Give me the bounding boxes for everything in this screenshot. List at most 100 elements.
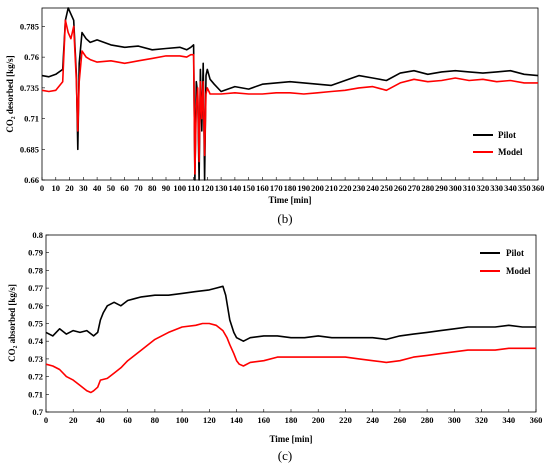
x-tick-label: 30	[79, 183, 88, 193]
x-tick-label: 210	[325, 183, 338, 193]
x-tick-label: 170	[270, 183, 283, 193]
x-tick-label: 200	[311, 183, 324, 193]
x-tick-label: 220	[339, 183, 352, 193]
x-tick-label: 80	[151, 415, 160, 425]
y-tick-label: 0.72	[28, 372, 43, 382]
x-tick-label: 100	[176, 415, 189, 425]
x-tick-label: 90	[162, 183, 171, 193]
x-tick-label: 340	[502, 415, 515, 425]
y-tick-label: 0.8	[32, 230, 43, 240]
legend-label-pilot: Pilot	[506, 248, 524, 258]
y-tick-label: 0.75	[28, 319, 43, 329]
legend-label-model: Model	[498, 147, 523, 157]
x-tick-label: 100	[173, 183, 186, 193]
x-tick-label: 70	[134, 183, 143, 193]
chart-absorbed: 0 20 40 60 80 100 120 140 160 180 200 220 240 260 280 3…	[7, 230, 542, 463]
x-tick-label: 240	[366, 415, 379, 425]
y-tick-label: 0.785	[20, 21, 39, 31]
x-tick-label: 50	[107, 183, 116, 193]
x-ticks: 0 10 20 30 40 50 60 70 80 90 100 110 120 130 140 150 160…	[40, 177, 545, 193]
plot-area-frame	[41, 7, 539, 181]
series-line-pilot	[45, 285, 536, 343]
x-tick-label: 20	[69, 415, 78, 425]
y-tick-label: 0.7	[32, 407, 43, 417]
x-tick-label: 300	[449, 183, 462, 193]
y-tick-label: 0.685	[20, 144, 39, 154]
x-tick-label: 60	[120, 183, 129, 193]
y-axis-label: CO₂ absorbed [kg/s]	[7, 284, 17, 362]
series-line-pilot	[41, 7, 539, 181]
y-ticks: 0.66 0.685 0.71 0.735 0.76 0.785	[20, 21, 45, 185]
chart-desorbed: 0 10 20 30 40 50 60 70 80 90 100 110 120 130 140 150 160…	[5, 7, 545, 226]
x-tick-label: 300	[448, 415, 461, 425]
x-tick-label: 320	[475, 415, 488, 425]
x-tick-label: 180	[285, 415, 298, 425]
legend-label-model: Model	[506, 266, 531, 276]
x-tick-label: 240	[366, 183, 379, 193]
x-tick-label: 150	[242, 183, 255, 193]
y-tick-label: 0.78	[28, 265, 43, 275]
x-tick-label: 140	[229, 183, 242, 193]
y-tick-label: 0.71	[28, 389, 43, 399]
x-tick-label: 340	[504, 183, 517, 193]
y-tick-label: 0.76	[28, 301, 43, 311]
x-tick-label: 260	[394, 183, 407, 193]
x-tick-label: 320	[477, 183, 490, 193]
x-tick-label: 220	[339, 415, 352, 425]
legend: Pilot Model	[480, 248, 531, 276]
x-tick-label: 120	[201, 183, 214, 193]
x-tick-label: 330	[490, 183, 503, 193]
x-tick-label: 10	[52, 183, 61, 193]
x-ticks: 0 20 40 60 80 100 120 140 160 180 200 220 240 260 280 3…	[44, 409, 543, 425]
x-tick-label: 360	[532, 183, 545, 193]
plot-area-frame	[45, 234, 537, 413]
x-tick-label: 0	[44, 415, 48, 425]
series-line-model	[45, 322, 536, 394]
x-axis-label: Time [min]	[268, 195, 311, 205]
x-tick-label: 280	[421, 183, 434, 193]
y-tick-label: 0.77	[28, 283, 44, 293]
x-tick-label: 40	[93, 183, 102, 193]
y-tick-label: 0.76	[24, 52, 39, 62]
x-tick-label: 20	[65, 183, 74, 193]
y-tick-label: 0.73	[28, 354, 43, 364]
x-tick-label: 120	[203, 415, 216, 425]
x-tick-label: 270	[408, 183, 421, 193]
legend: Pilot Model	[473, 130, 523, 157]
legend-label-pilot: Pilot	[498, 130, 516, 140]
x-tick-label: 160	[257, 415, 270, 425]
x-tick-label: 40	[96, 415, 105, 425]
y-tick-label: 0.66	[24, 175, 39, 185]
x-tick-label: 60	[123, 415, 132, 425]
x-tick-label: 80	[148, 183, 157, 193]
x-tick-label: 110	[187, 183, 199, 193]
y-axis-label: CO₂ desorbed [kg/s]	[5, 55, 15, 132]
x-tick-label: 250	[380, 183, 393, 193]
x-tick-label: 290	[435, 183, 448, 193]
x-tick-label: 130	[215, 183, 228, 193]
y-tick-label: 0.74	[28, 336, 44, 346]
x-tick-label: 260	[394, 415, 407, 425]
x-tick-label: 0	[40, 183, 44, 193]
x-tick-label: 160	[256, 183, 269, 193]
x-tick-label: 280	[421, 415, 434, 425]
series-group	[41, 7, 539, 181]
x-axis-label: Time [min]	[269, 434, 312, 444]
series-line-model	[41, 19, 538, 175]
x-tick-label: 310	[463, 183, 476, 193]
y-ticks: 0.7 0.71 0.72 0.73 0.74 0.75 0.76 0.77 0.78 0.79 0…	[28, 230, 49, 417]
x-tick-label: 350	[518, 183, 531, 193]
y-tick-label: 0.735	[20, 83, 39, 93]
y-tick-label: 0.71	[24, 114, 39, 124]
x-tick-label: 180	[284, 183, 297, 193]
y-tick-label: 0.79	[28, 248, 43, 258]
panel-label: (c)	[278, 448, 292, 463]
x-tick-label: 200	[312, 415, 325, 425]
x-tick-label: 360	[530, 415, 543, 425]
panel-label: (b)	[277, 211, 292, 226]
x-tick-label: 230	[353, 183, 366, 193]
x-tick-label: 140	[230, 415, 243, 425]
series-group	[45, 285, 536, 394]
x-tick-label: 190	[297, 183, 310, 193]
